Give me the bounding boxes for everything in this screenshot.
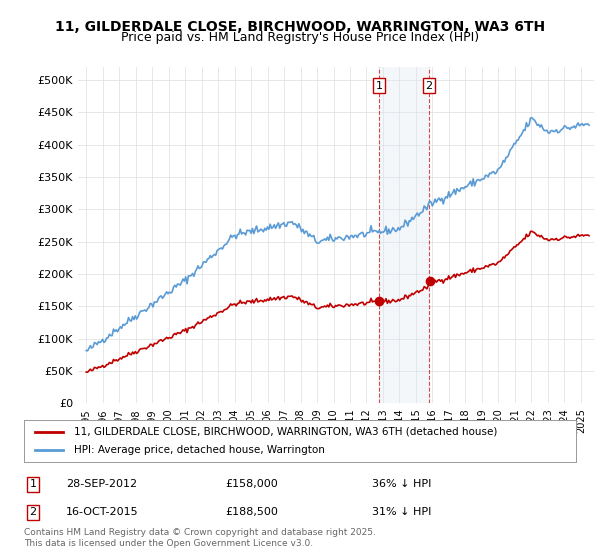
Text: 36% ↓ HPI: 36% ↓ HPI xyxy=(373,479,431,489)
Text: Contains HM Land Registry data © Crown copyright and database right 2025.
This d: Contains HM Land Registry data © Crown c… xyxy=(24,528,376,548)
Text: 2: 2 xyxy=(29,507,37,517)
Text: 31% ↓ HPI: 31% ↓ HPI xyxy=(373,507,431,517)
Text: 11, GILDERDALE CLOSE, BIRCHWOOD, WARRINGTON, WA3 6TH: 11, GILDERDALE CLOSE, BIRCHWOOD, WARRING… xyxy=(55,20,545,34)
Text: £158,000: £158,000 xyxy=(226,479,278,489)
Text: 1: 1 xyxy=(29,479,37,489)
Text: 28-SEP-2012: 28-SEP-2012 xyxy=(67,479,137,489)
Text: 1: 1 xyxy=(376,81,382,91)
Bar xyxy=(379,67,429,403)
Text: £188,500: £188,500 xyxy=(226,507,278,517)
Text: 2: 2 xyxy=(425,81,433,91)
Text: 16-OCT-2015: 16-OCT-2015 xyxy=(65,507,139,517)
Text: HPI: Average price, detached house, Warrington: HPI: Average price, detached house, Warr… xyxy=(74,445,325,455)
Text: Price paid vs. HM Land Registry's House Price Index (HPI): Price paid vs. HM Land Registry's House … xyxy=(121,31,479,44)
Text: 11, GILDERDALE CLOSE, BIRCHWOOD, WARRINGTON, WA3 6TH (detached house): 11, GILDERDALE CLOSE, BIRCHWOOD, WARRING… xyxy=(74,427,497,437)
